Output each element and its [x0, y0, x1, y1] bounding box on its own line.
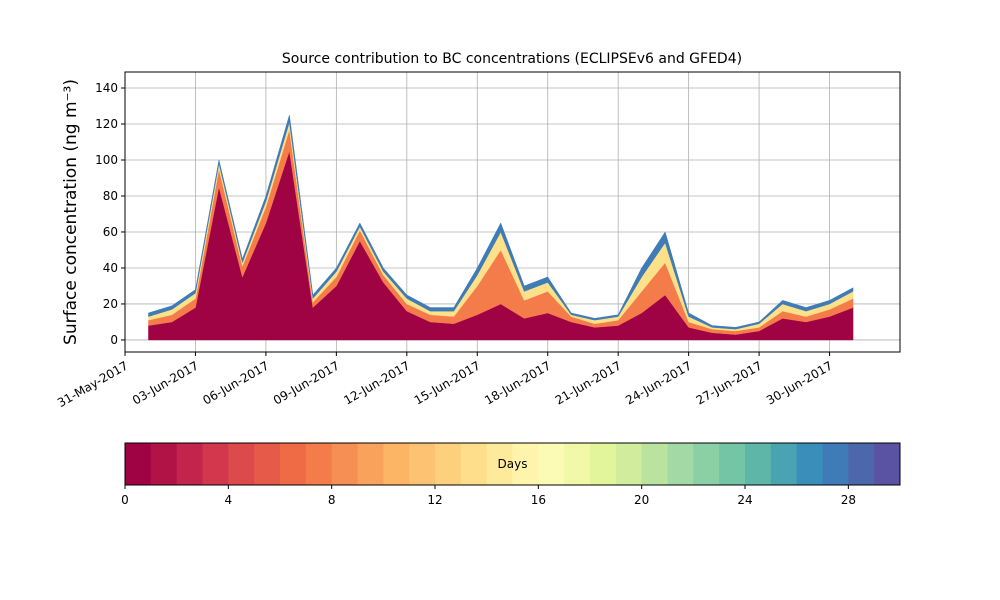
colorbar-segment [202, 443, 229, 485]
x-tick-label: 06-Jun-2017 [200, 358, 271, 407]
colorbar-segment [254, 443, 281, 485]
colorbar-tick-label: 28 [841, 493, 856, 507]
x-tick-label: 21-Jun-2017 [553, 358, 624, 407]
colorbar-segment [590, 443, 617, 485]
y-tick-label: 0 [110, 333, 118, 347]
colorbar-segment [460, 443, 488, 485]
colorbar-frame [124, 442, 901, 486]
colorbar-segment [125, 443, 152, 485]
colorbar-label: Days [498, 457, 528, 471]
x-tick-label: 03-Jun-2017 [130, 358, 201, 407]
colorbar-segment [512, 443, 539, 485]
colorbar-segment [176, 443, 203, 485]
colorbar-segment [848, 443, 875, 485]
colorbar-segment [228, 443, 255, 485]
x-tick-label: 15-Jun-2017 [412, 358, 483, 407]
colorbar-segment [874, 443, 901, 485]
colorbar-tick-label: 4 [225, 493, 233, 507]
x-tick-label: 24-Jun-2017 [623, 358, 694, 407]
colorbar-segment [564, 443, 591, 485]
x-tick-label: 09-Jun-2017 [271, 358, 342, 407]
colorbar-segment [693, 443, 720, 485]
y-tick-label: 80 [103, 189, 118, 203]
colorbar-tick-label: 16 [531, 493, 546, 507]
chart-title: Source contribution to BC concentrations… [282, 51, 742, 67]
y-tick-label: 60 [103, 225, 118, 239]
y-tick-label: 120 [95, 117, 118, 131]
y-tick-label: 40 [103, 261, 118, 275]
colorbar-segment [796, 443, 823, 485]
colorbar-tick-label: 24 [737, 493, 752, 507]
y-tick-label: 20 [103, 297, 118, 311]
colorbar-segment [538, 443, 565, 485]
colorbar-tick-label: 8 [328, 493, 336, 507]
colorbar-segment [719, 443, 746, 485]
colorbar-segment [667, 443, 694, 485]
colorbar-segment [770, 443, 798, 485]
colorbar-segment [615, 443, 643, 485]
y-tick-label: 140 [95, 81, 118, 95]
colorbar-tick-label: 20 [634, 493, 649, 507]
colorbar-segment [331, 443, 358, 485]
colorbar-tick-label: 12 [427, 493, 442, 507]
x-tick-label: 18-Jun-2017 [482, 358, 553, 407]
colorbar-segment [486, 443, 513, 485]
x-tick-label: 27-Jun-2017 [694, 358, 765, 407]
colorbar-segment [409, 443, 436, 485]
x-tick-label: 31-May-2017 [55, 358, 130, 410]
plot-frame [124, 71, 901, 353]
colorbar-segment [305, 443, 333, 485]
colorbar-segment [435, 443, 462, 485]
colorbar-tick-label: 0 [121, 493, 129, 507]
colorbar-segment [641, 443, 668, 485]
x-tick-label: 12-Jun-2017 [341, 358, 412, 407]
colorbar-segment [383, 443, 410, 485]
x-tick-label: 30-Jun-2017 [764, 358, 835, 407]
colorbar-segment [745, 443, 772, 485]
colorbar-segment [822, 443, 849, 485]
colorbar-segment [280, 443, 307, 485]
y-axis-label: Surface concentration (ng m⁻³) [61, 79, 81, 345]
area-layer [148, 114, 854, 330]
colorbar-segment [357, 443, 384, 485]
colorbar-segment [150, 443, 178, 485]
y-tick-label: 100 [95, 153, 118, 167]
